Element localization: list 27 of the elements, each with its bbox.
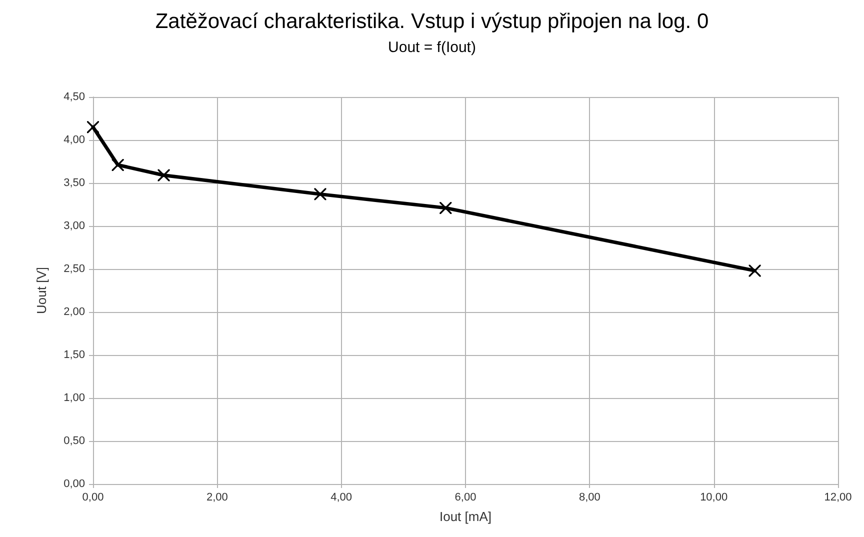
x-tick-label: 12,00	[824, 492, 852, 504]
point	[112, 158, 124, 171]
x-tick-label: 2,00	[206, 492, 228, 504]
point	[158, 169, 170, 182]
chart-subtitle: Uout = f(Iout)	[388, 39, 476, 56]
y-tick-label: 3,00	[64, 220, 85, 232]
x-tick-label: 0,00	[82, 492, 104, 504]
y-tick-label: 2,00	[64, 306, 85, 318]
y-tick-label: 1,50	[64, 349, 85, 361]
y-tick-label: 0,50	[64, 435, 85, 447]
x-tick-label: 6,00	[454, 492, 476, 504]
y-tick-label: 3,50	[64, 177, 85, 189]
x-tick-label: 4,00	[330, 492, 352, 504]
y-tick-label: 0,00	[64, 478, 85, 490]
y-tick-label: 4,00	[64, 134, 85, 146]
y-tick-label: 1,00	[64, 392, 85, 404]
point	[440, 202, 452, 214]
y-tick-label: 4,50	[64, 91, 85, 103]
y-tick-label: 2,50	[64, 263, 85, 275]
x-tick-label: 8,00	[578, 492, 600, 504]
chart-title: Zatěžovací charakteristika. Vstup i výstup připojen na log. 0	[155, 10, 709, 33]
point	[87, 121, 99, 134]
x-tick-label: 10,00	[700, 492, 728, 504]
point	[748, 264, 761, 277]
x-axis-title: Iout [mA]	[439, 509, 492, 524]
point	[314, 188, 326, 200]
y-axis-title: Uout [V]	[34, 267, 49, 314]
